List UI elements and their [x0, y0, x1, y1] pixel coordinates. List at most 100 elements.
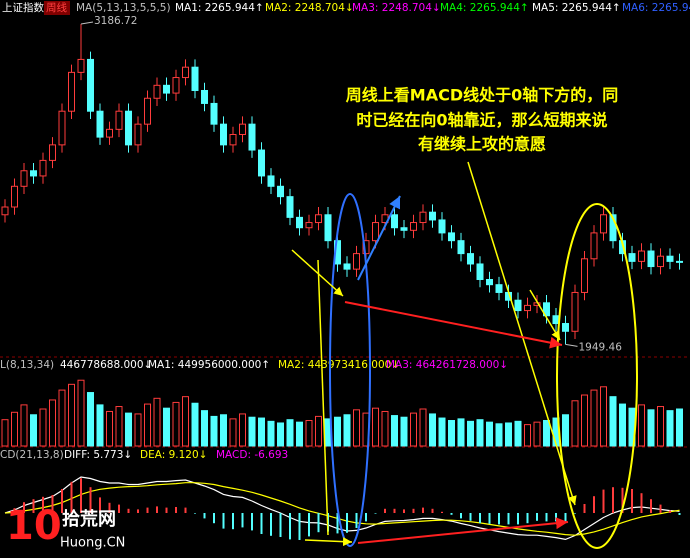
volume-bar [153, 397, 161, 447]
line [317, 259, 329, 536]
macd-value: MACD: -6.693 [216, 449, 288, 461]
macd-diff: DIFF: 5.773↓ [64, 449, 132, 461]
candle-body [372, 222, 379, 242]
candle-body [476, 263, 484, 281]
volume-bar [647, 409, 655, 447]
volume-bar [619, 403, 626, 447]
volume-bar [353, 409, 360, 447]
candle-body [1, 206, 9, 216]
volume-bar [571, 400, 579, 447]
candle-body [391, 214, 398, 229]
candle-body [353, 253, 360, 270]
volume-bar [1, 419, 9, 447]
volume-bar [495, 423, 503, 447]
volume-bar [172, 401, 180, 447]
volume-bar [609, 396, 617, 447]
candle-body [628, 253, 636, 262]
trough-leader [565, 343, 578, 347]
ma5: MA5: 2265.944↑ [532, 2, 621, 14]
arrow [529, 289, 561, 341]
candle-body [30, 170, 37, 177]
volume-bar [666, 410, 674, 447]
volume-bar [296, 421, 303, 447]
volume-bar [163, 407, 170, 447]
candle-body [87, 58, 94, 112]
candle-body [457, 240, 465, 255]
candle-body [676, 260, 683, 263]
volume-bar [562, 414, 569, 447]
annotation: 有继续上攻的意愿 [418, 135, 546, 154]
volume-bar [20, 404, 28, 447]
candle-body [106, 128, 113, 138]
arrow [344, 301, 563, 349]
candle-body [286, 196, 294, 218]
period-bg [44, 1, 70, 15]
volume-bar [505, 422, 512, 447]
candle-body [267, 175, 275, 187]
volume-bar [381, 410, 389, 447]
vol-ma3: MA3: 464261728.000↓ [386, 359, 508, 371]
candle-body [315, 214, 322, 224]
arrow [357, 195, 401, 281]
volume-bar [191, 402, 199, 447]
volume-bar [286, 419, 294, 447]
logo-name: 拾荒网 [62, 508, 116, 530]
volume-bar [676, 408, 683, 447]
volume-bar [514, 420, 522, 447]
volume-bar [58, 389, 66, 447]
arrow [304, 537, 353, 547]
logo-number: 10 [6, 503, 62, 549]
volume-bar [210, 415, 218, 447]
volume-bar [334, 416, 341, 447]
volume-bar [638, 404, 645, 447]
volume-bar [600, 386, 607, 447]
volume-bar [229, 418, 237, 447]
candle-body [96, 110, 104, 138]
candle-body [11, 185, 18, 208]
volume-bar [182, 396, 189, 447]
period: 周线 [46, 1, 67, 14]
ma1: MA1: 2265.944↑ [175, 2, 264, 14]
vol-ma2: MA2: 443973416.000↓ [278, 359, 400, 371]
volume-bar [11, 411, 18, 447]
candle-body [77, 58, 85, 73]
volume-bar [144, 403, 151, 447]
volume-bar [277, 422, 284, 447]
volume-bar [30, 414, 37, 447]
candle-body [448, 232, 455, 242]
candle-body [248, 123, 256, 151]
ma6: MA6: 2265.94 [622, 2, 690, 14]
volume-bar [486, 421, 493, 447]
volume-bar [106, 410, 113, 447]
macd-dea: DEA: 9.120↓ [140, 449, 207, 461]
volume-bar [457, 418, 465, 447]
macd-params: CD(21,13,8) [0, 449, 64, 461]
vol-params: L(8,13,34) [0, 359, 54, 371]
volume-bar [438, 417, 446, 447]
candle-body [467, 253, 474, 265]
volume-bar [96, 404, 104, 447]
candle-body [609, 214, 617, 242]
arrow [291, 249, 344, 297]
candle-body [258, 149, 265, 177]
volume-bar [258, 417, 265, 447]
candle-body [581, 258, 588, 293]
volume-bar [239, 413, 246, 447]
trough-label: 1949.46 [579, 341, 623, 353]
volume-bar [220, 414, 227, 447]
logo-domain: Huong.CN [60, 536, 125, 551]
candle-body [438, 219, 446, 234]
candle-body [638, 250, 645, 262]
volume-bar [410, 412, 417, 447]
volume-bar [543, 420, 550, 447]
candle-body [410, 222, 417, 231]
volume-bar [248, 416, 256, 447]
volume-bar [201, 410, 208, 447]
volume-bar [39, 408, 47, 447]
volume-bar [315, 415, 322, 447]
volume-bar [467, 420, 474, 447]
candle-body [277, 185, 284, 198]
candle-body [125, 110, 132, 146]
volume-bar [134, 413, 142, 447]
candle-body [429, 211, 436, 221]
